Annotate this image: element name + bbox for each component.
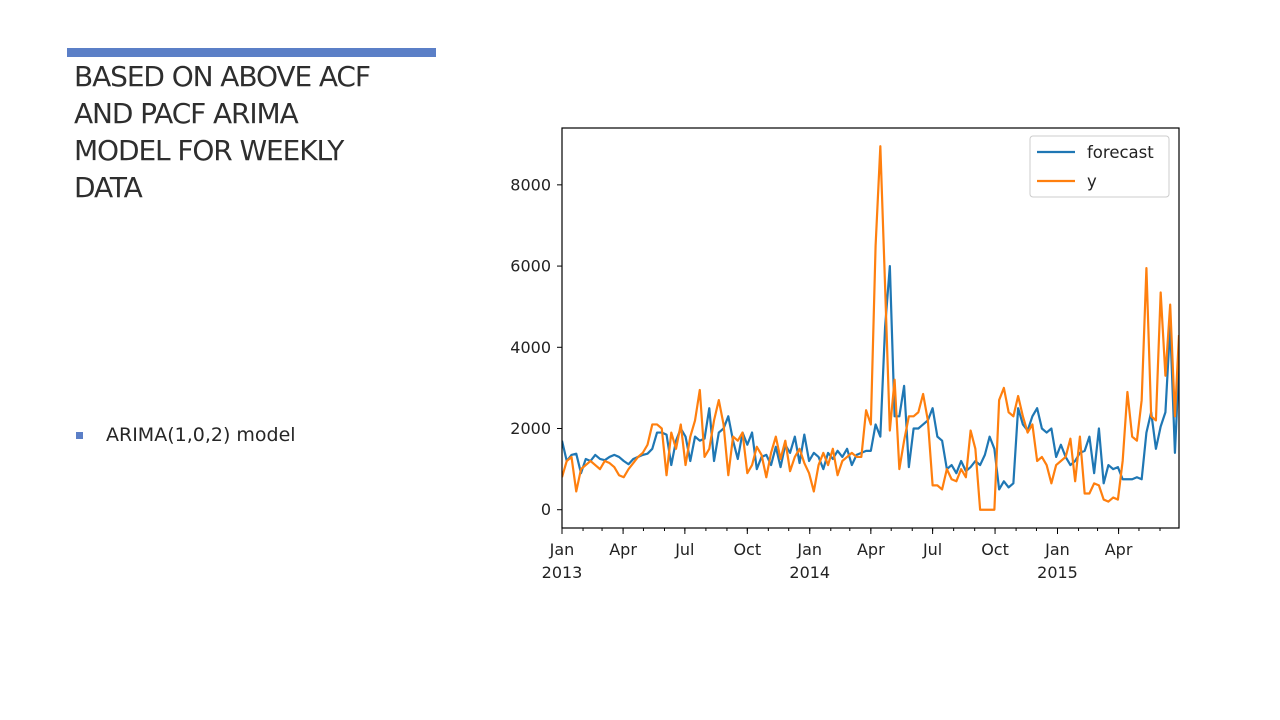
bullet-item: ARIMA(1,0,2) model (76, 424, 296, 446)
y-tick-label: 0 (541, 500, 551, 519)
x-tick-label: Jul (674, 540, 694, 559)
x-tick-label: Jul (922, 540, 942, 559)
legend-label-forecast: forecast (1087, 143, 1154, 162)
y-tick-label: 2000 (510, 419, 551, 438)
x-tick-label: Oct (733, 540, 761, 559)
x-tick-label: Apr (857, 540, 885, 559)
legend-label-y: y (1087, 172, 1097, 191)
bullet-square-icon (76, 431, 83, 439)
x-tick-label: Oct (981, 540, 1009, 559)
slide-title-line-3: MODEL FOR WEEKLY (74, 134, 344, 167)
x-tick-label: Apr (609, 540, 637, 559)
slide-title-line-1: BASED ON ABOVE ACF (74, 60, 371, 93)
bullet-text: ARIMA(1,0,2) model (106, 424, 296, 446)
x-tick-label: Jan (796, 540, 822, 559)
x-tick-year-label: 2015 (1037, 563, 1078, 582)
x-tick-year-label: 2013 (542, 563, 583, 582)
title-accent-bar (67, 48, 436, 57)
y-tick-label: 6000 (510, 257, 551, 276)
slide-title-line-4: DATA (74, 171, 143, 204)
y-tick-label: 8000 (510, 175, 551, 194)
y-tick-label: 4000 (510, 338, 551, 357)
x-tick-label: Apr (1105, 540, 1133, 559)
slide-title-line-2: AND PACF ARIMA (74, 97, 299, 130)
slide-title: BASED ON ABOVE ACF AND PACF ARIMA MODEL … (74, 58, 454, 206)
x-tick-label: Jan (1044, 540, 1070, 559)
series-line-y (562, 145, 1179, 511)
x-tick-label: Jan (549, 540, 575, 559)
x-tick-year-label: 2014 (789, 563, 830, 582)
series-line-forecast (562, 264, 1179, 491)
